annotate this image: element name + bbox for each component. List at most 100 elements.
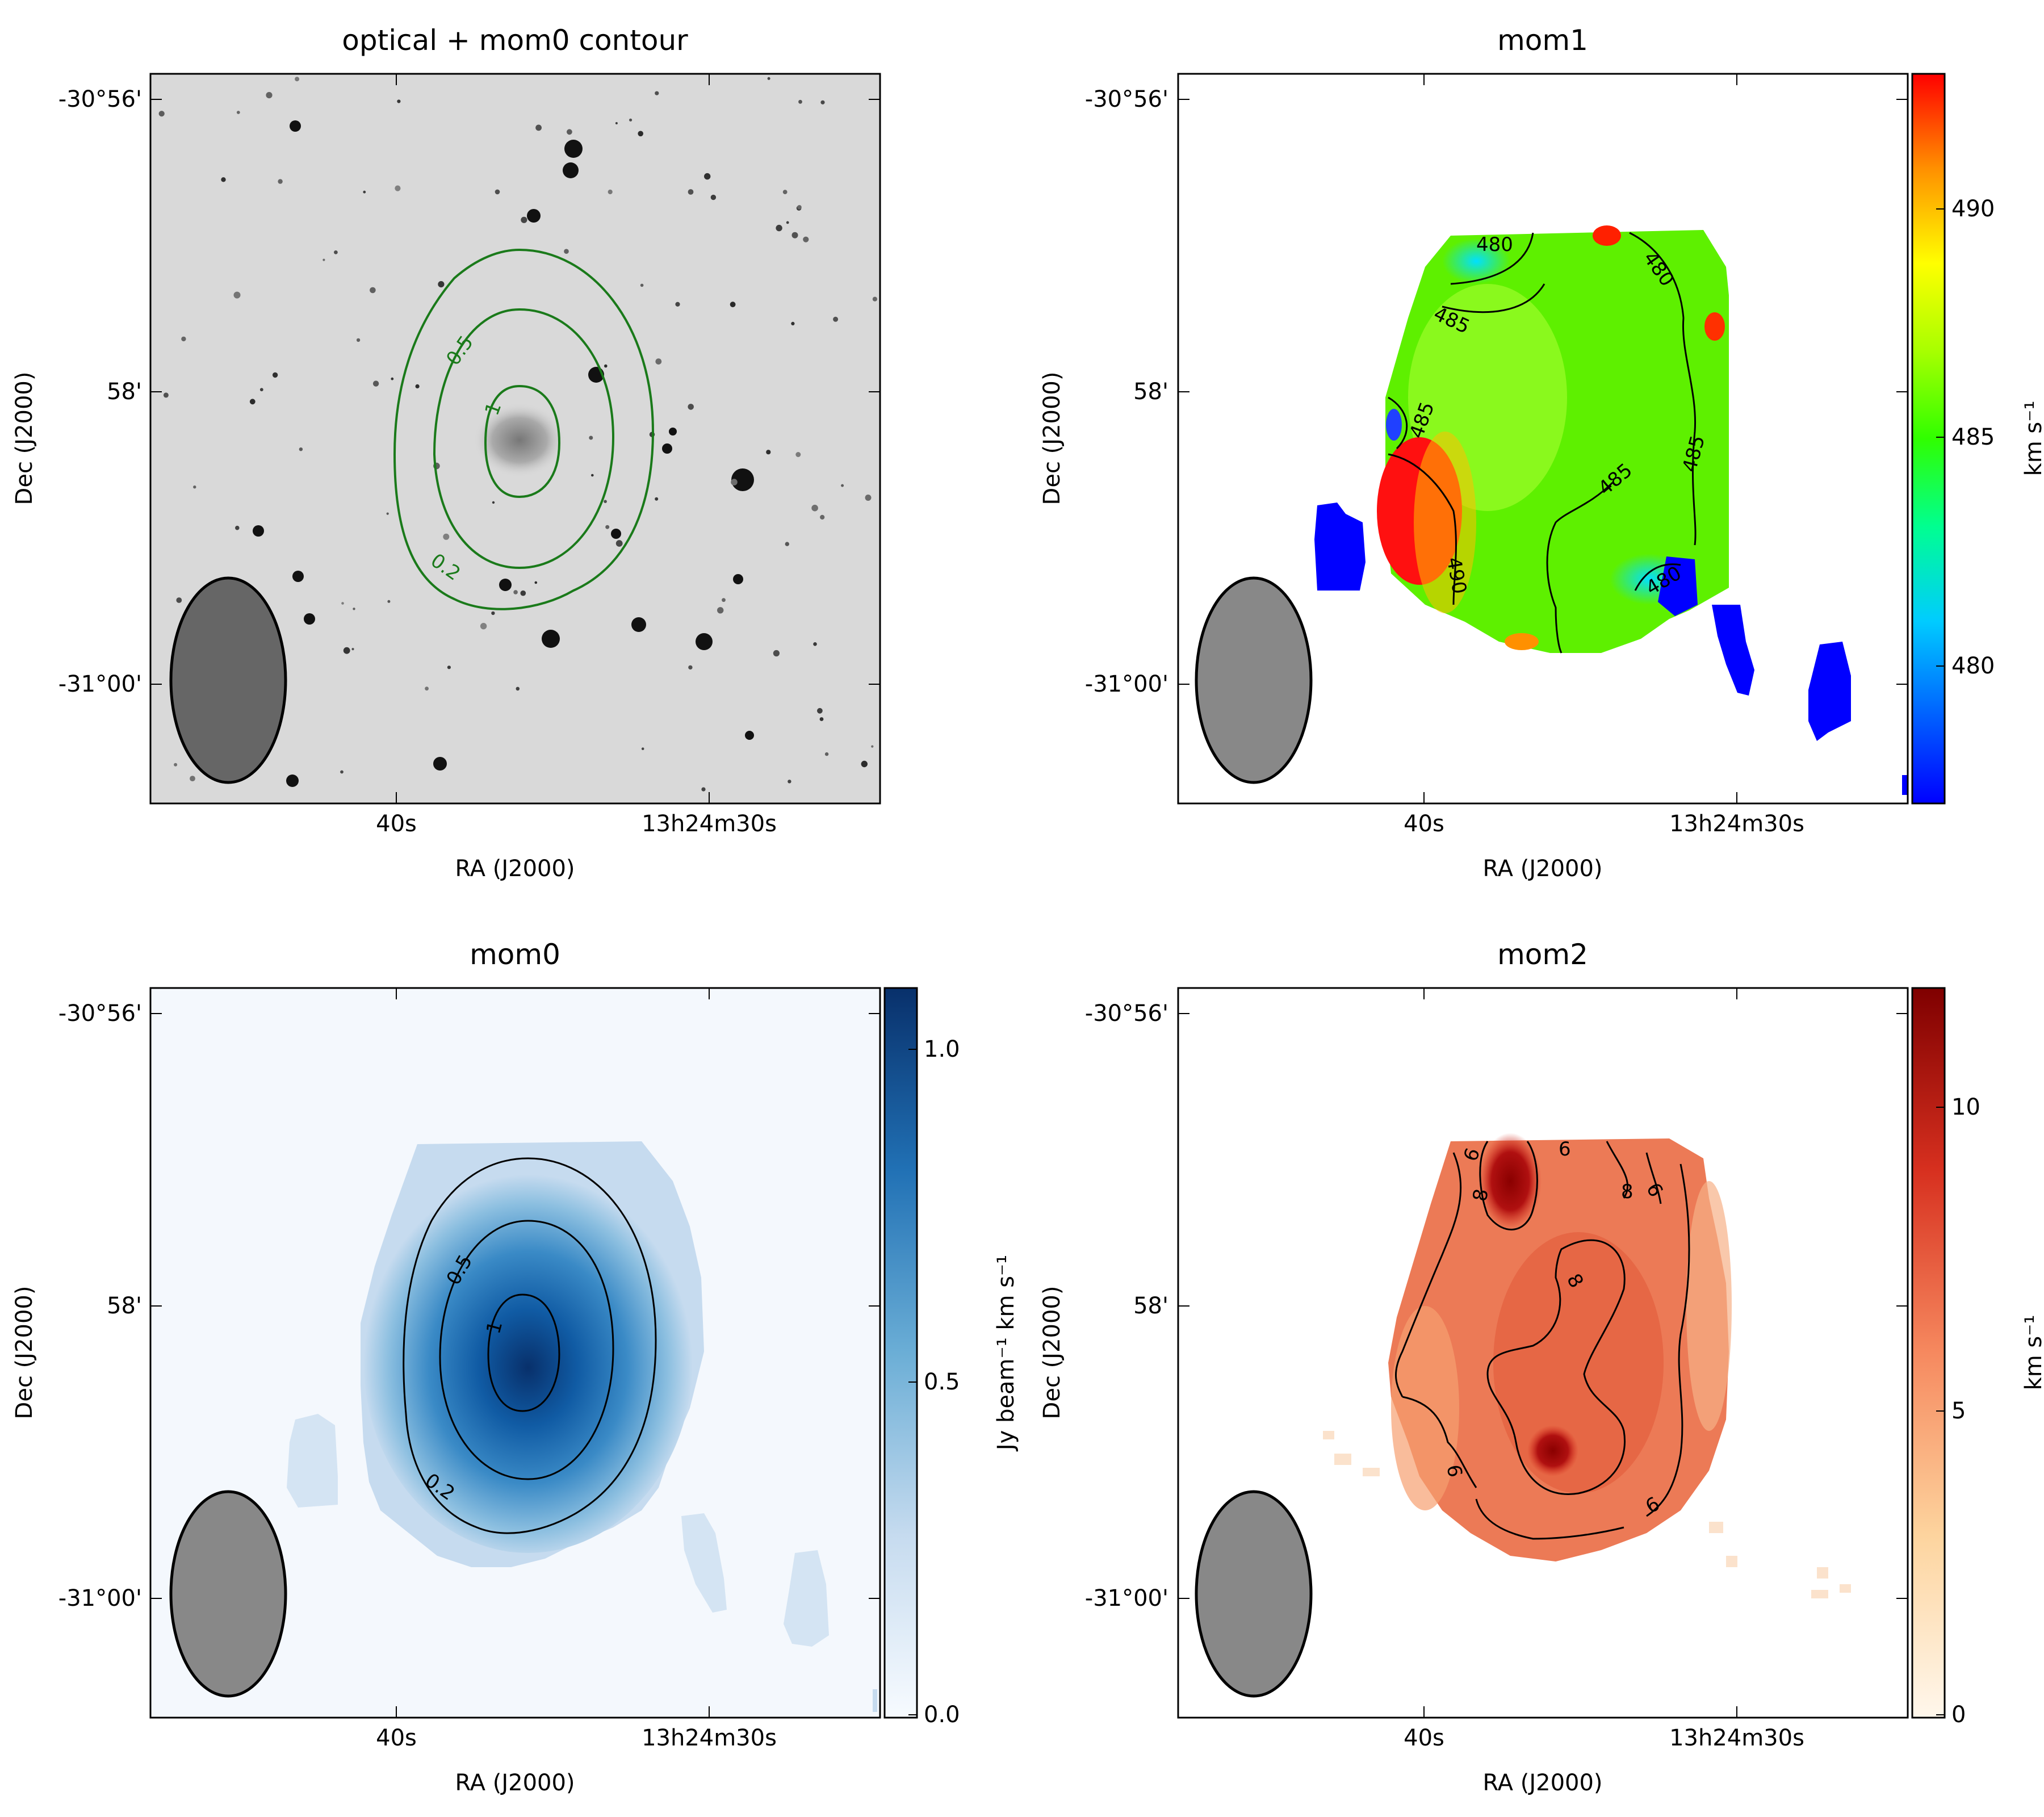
star	[480, 623, 487, 630]
star	[696, 633, 713, 650]
cbar-mom1-tick-1: 480	[1951, 653, 1995, 679]
star	[386, 512, 389, 515]
mom2-faint-pixels	[1323, 1431, 1851, 1598]
star	[190, 776, 195, 781]
star	[608, 189, 613, 195]
star	[492, 501, 495, 504]
star	[605, 525, 610, 529]
frame-mom2	[1177, 987, 1909, 1719]
star	[433, 757, 447, 771]
colorbar-mom2-ticks	[1936, 1107, 1945, 1715]
star	[611, 529, 621, 539]
star	[745, 731, 754, 740]
star	[425, 686, 429, 691]
star	[733, 574, 743, 584]
star	[591, 474, 594, 477]
title-optical: optical + mom0 contour	[342, 24, 688, 57]
star	[604, 364, 608, 368]
cbar-mom2-tick-1: 0	[1951, 1702, 1966, 1728]
beam-ellipse-mom0	[169, 1490, 287, 1698]
star	[766, 450, 771, 455]
xlabel-mom2: RA (J2000)	[1482, 1770, 1602, 1796]
mom2-peak-bottom	[1527, 1425, 1578, 1476]
panel-optical: 0.2 0.5 1 optical + mom0 contour -30°56'…	[11, 24, 881, 882]
star	[604, 500, 607, 503]
star	[235, 525, 240, 530]
ytick-optical-1: -30°56'	[58, 86, 142, 112]
star	[710, 194, 717, 200]
mom2-peak-top	[1479, 1133, 1542, 1229]
star	[811, 504, 818, 512]
star	[641, 747, 644, 750]
star	[181, 336, 186, 342]
star	[521, 216, 527, 223]
colorbar-mom0	[883, 987, 918, 1719]
mom1-blue-dot	[1386, 409, 1402, 441]
mom0-map	[287, 1141, 877, 1712]
star	[286, 774, 299, 787]
panel-mom0: 0.2 0.5 1 mom0 -30°56' 58' -31°00' 40s 1…	[11, 938, 1019, 1796]
ticks-optical	[150, 74, 880, 803]
ytick-mom1-1: -30°56'	[1085, 86, 1168, 112]
star	[272, 372, 278, 378]
star	[688, 189, 694, 195]
ylabel-mom2: Dec (J2000)	[1039, 1286, 1065, 1420]
mom1-orange-bottom	[1505, 633, 1539, 650]
xtick-mom0-1: 40s	[376, 1725, 417, 1751]
frame-mom0	[149, 987, 881, 1719]
star	[785, 542, 790, 546]
colorbar-mom0-ticks	[908, 1049, 917, 1715]
star	[788, 780, 791, 784]
star	[341, 602, 344, 605]
xlabel-mom1: RA (J2000)	[1482, 856, 1602, 882]
star	[688, 404, 694, 410]
star	[722, 598, 726, 602]
title-mom0: mom0	[470, 938, 560, 971]
mom0-faint-blob-1	[287, 1414, 338, 1508]
star	[791, 321, 795, 326]
star	[353, 608, 355, 610]
cbar-mom1-tick-3: 490	[1951, 196, 1995, 222]
ytick-mom1-2: 58'	[1133, 379, 1168, 405]
star	[395, 185, 401, 191]
mom1-red-right	[1704, 312, 1725, 341]
star	[253, 525, 264, 537]
xtick-optical-2: 13h24m30s	[642, 811, 777, 837]
mom1-clabel-1: 480	[1476, 233, 1513, 256]
xtick-mom1-2: 13h24m30s	[1669, 811, 1804, 837]
ticks-mom1	[1178, 74, 1908, 803]
star	[861, 760, 868, 768]
colorbar-mom2	[1911, 987, 1946, 1719]
optical-contour-02	[393, 248, 655, 610]
star	[304, 613, 315, 625]
star	[299, 447, 303, 451]
star	[233, 291, 241, 299]
cbar-mom2-tick-2: 5	[1951, 1398, 1966, 1424]
star	[278, 179, 283, 184]
star	[491, 611, 495, 616]
star	[391, 377, 394, 380]
xlabel-optical: RA (J2000)	[455, 856, 575, 882]
star	[163, 392, 169, 398]
galaxy-glow	[474, 403, 565, 477]
star	[773, 650, 780, 657]
xtick-mom0-2: 13h24m30s	[642, 1725, 777, 1751]
mom0-contour-1	[487, 1293, 560, 1412]
mom1-contours	[1388, 232, 1697, 654]
title-mom1: mom1	[1497, 24, 1588, 57]
star	[564, 249, 569, 254]
ytick-mom1-3: -31°00'	[1085, 671, 1168, 697]
mom1-blue-blob-2	[1658, 556, 1698, 616]
star	[797, 205, 802, 210]
star	[266, 92, 273, 99]
star	[516, 686, 520, 691]
star	[640, 283, 644, 287]
cbar-mom2-tick-3: 10	[1951, 1094, 1980, 1120]
mom2-clabel-4: 8	[1621, 1180, 1633, 1203]
mom1-map	[1314, 225, 1908, 795]
panel-mom1: 480 480 485 485 485 485 490 480 mom1 -30…	[1039, 24, 2044, 882]
star	[675, 302, 680, 307]
star	[290, 120, 301, 132]
star	[447, 665, 451, 669]
